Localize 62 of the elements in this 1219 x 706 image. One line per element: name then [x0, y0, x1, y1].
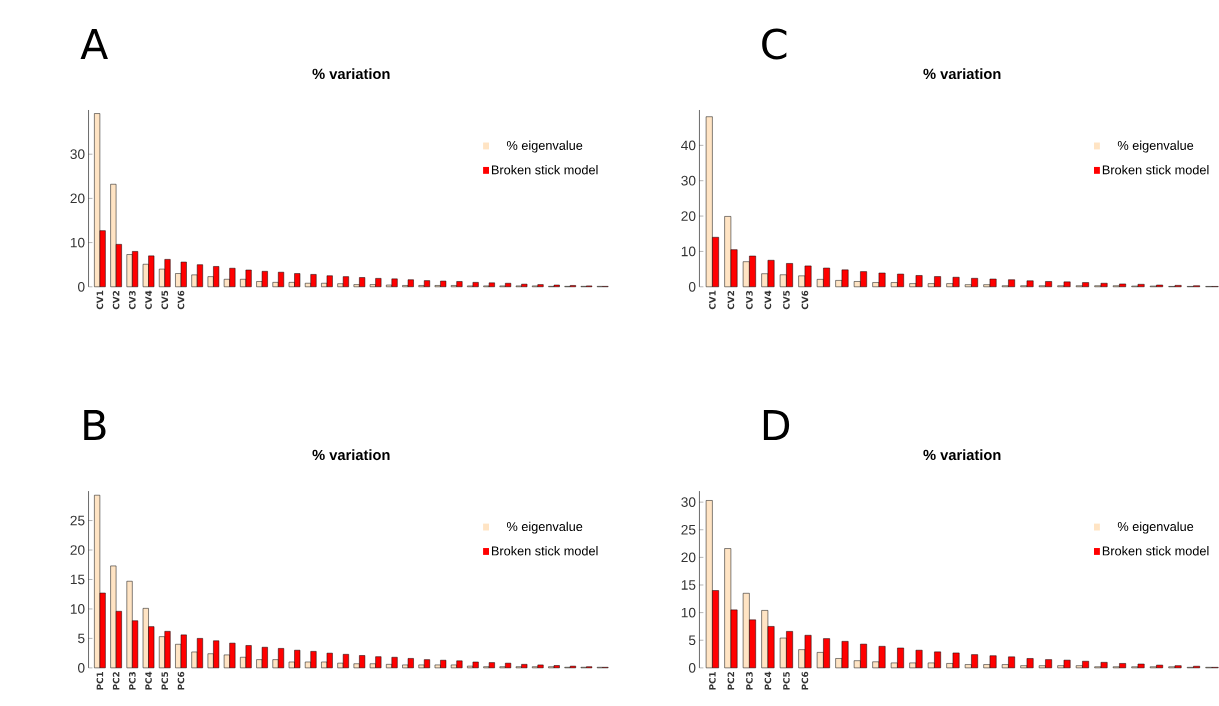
y-tick-label: 0	[688, 662, 696, 673]
legend-label: % eigenvalue	[1117, 521, 1194, 534]
legend-label: % eigenvalue	[506, 521, 583, 534]
y-tick-label: 10	[681, 607, 696, 618]
y-tick-label: 15	[70, 574, 85, 585]
chart-title: % variation	[923, 68, 1001, 79]
x-tick-label: CV5	[161, 290, 169, 310]
y-tick-label: 25	[681, 524, 696, 535]
chart-title: % variation	[312, 449, 390, 461]
text: B	[84, 409, 106, 440]
y-tick-label: 5	[78, 633, 85, 644]
x-tick-label: CV6	[177, 290, 185, 310]
y-tick-label: 20	[70, 193, 85, 204]
x-tick-label: PC6	[801, 671, 809, 690]
y-tick-label: 40	[681, 140, 696, 151]
y-tick-label: 30	[681, 497, 696, 507]
y-tick-label: 0	[688, 281, 696, 292]
x-tick-label: CV1	[96, 290, 104, 310]
x-tick-label: CV5	[783, 290, 790, 310]
x-tick-label: PC2	[727, 672, 735, 690]
x-tick-label: PC4	[764, 671, 772, 690]
chart-title: % variation	[312, 68, 390, 79]
legend-label: Broken stick model	[491, 546, 598, 556]
x-tick-label: PC1	[96, 671, 104, 690]
y-tick-label: 5	[688, 635, 696, 645]
y-tick-label: 10	[70, 604, 85, 614]
legend-label: Broken stick model	[1102, 164, 1209, 175]
x-tick-label: PC6	[177, 671, 185, 690]
legend-label: % eigenvalue	[506, 140, 583, 153]
x-tick-label: CV2	[727, 290, 735, 310]
y-tick-label: 10	[70, 237, 85, 248]
x-tick-label: CV4	[145, 290, 152, 310]
legend-label: % eigenvalue	[1117, 140, 1194, 153]
text: C	[762, 28, 787, 60]
x-tick-label: PC3	[746, 671, 753, 690]
y-tick-label: 0	[78, 662, 85, 673]
y-tick-label: 0	[78, 281, 85, 292]
y-tick-label: 20	[681, 552, 696, 563]
x-tick-label: PC5	[783, 671, 790, 690]
text: D	[763, 409, 790, 440]
y-tick-label: 30	[681, 175, 696, 186]
legend-label: Broken stick model	[491, 164, 598, 175]
x-tick-label: PC1	[709, 671, 716, 690]
chart-title: % variation	[923, 449, 1001, 461]
x-tick-label: CV1	[709, 290, 716, 310]
y-tick-label: 25	[70, 515, 85, 526]
x-tick-label: CV6	[801, 290, 809, 310]
y-tick-label: 30	[70, 149, 85, 159]
x-tick-label: PC4	[145, 671, 152, 690]
y-tick-label: 20	[70, 545, 85, 555]
y-tick-label: 20	[681, 211, 696, 221]
x-tick-label: PC5	[161, 671, 169, 690]
y-tick-label: 10	[681, 246, 696, 257]
x-tick-label: CV3	[746, 290, 753, 310]
x-tick-label: CV4	[764, 290, 772, 310]
x-tick-label: PC3	[128, 671, 136, 690]
y-tick-label: 15	[681, 580, 696, 590]
legend-label: Broken stick model	[1102, 546, 1209, 556]
x-tick-label: PC2	[112, 672, 120, 690]
text: A	[80, 28, 108, 59]
x-tick-label: CV2	[112, 290, 120, 310]
x-tick-label: CV3	[128, 290, 136, 310]
